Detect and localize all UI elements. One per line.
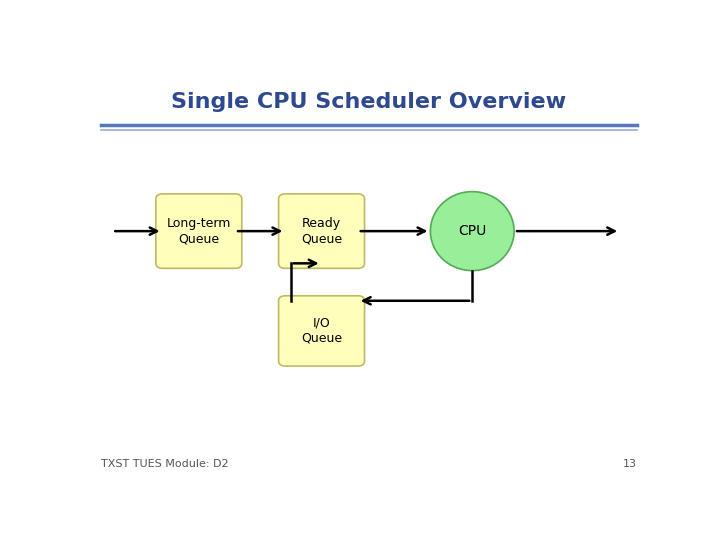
Text: CPU: CPU [458,224,486,238]
FancyBboxPatch shape [279,194,364,268]
Text: 13: 13 [623,459,637,469]
Text: Ready
Queue: Ready Queue [301,217,342,245]
Text: TXST TUES Module: D2: TXST TUES Module: D2 [101,459,229,469]
Ellipse shape [431,192,514,271]
FancyBboxPatch shape [279,296,364,366]
Text: I/O
Queue: I/O Queue [301,317,342,345]
Text: Long-term
Queue: Long-term Queue [166,217,231,245]
FancyBboxPatch shape [156,194,242,268]
Text: Single CPU Scheduler Overview: Single CPU Scheduler Overview [171,92,567,112]
